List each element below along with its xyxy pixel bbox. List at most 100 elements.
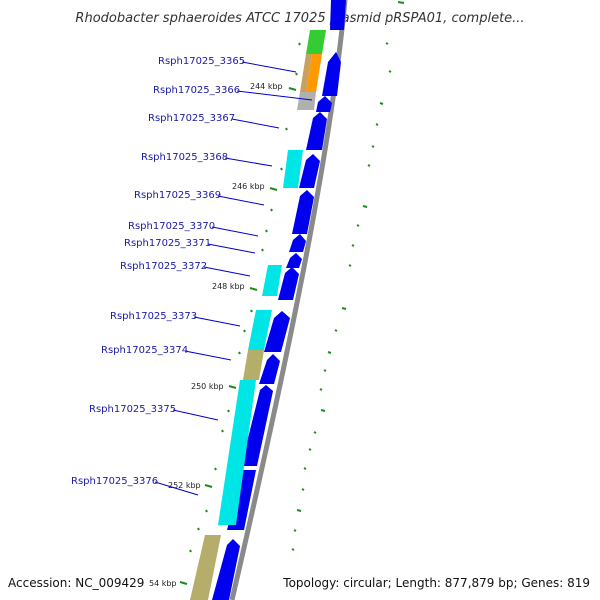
cds-arrow[interactable] (299, 154, 320, 188)
skew-dash (334, 329, 338, 332)
gene-leader-line (172, 409, 219, 421)
gene-label[interactable]: Rsph17025_3367 (148, 113, 235, 124)
inner-dash (227, 409, 230, 413)
inner-dash (270, 208, 273, 212)
skew-dash (356, 224, 360, 227)
skew-dash (308, 448, 312, 451)
gene-label[interactable]: Rsph17025_3369 (134, 190, 221, 201)
gene-leader-line (184, 350, 232, 361)
feature-block-cyan[interactable] (218, 380, 256, 525)
genome-summary-text: Topology: circular; Length: 877,879 bp; … (282, 576, 590, 590)
cds-arrow[interactable] (289, 234, 306, 252)
cds-arrow[interactable] (316, 96, 332, 112)
map-title: Rhodobacter sphaeroides ATCC 17025 plasm… (75, 11, 524, 26)
gene-label[interactable]: Rsph17025_3374 (101, 345, 188, 356)
feature-block-tan[interactable] (300, 54, 312, 92)
skew-dash (327, 351, 332, 354)
inner-dash (285, 127, 288, 131)
inner-dash (295, 72, 298, 76)
gene-leader-line (231, 118, 280, 129)
gene-label[interactable]: Rsph17025_3373 (110, 311, 197, 322)
feature-block-khaki[interactable] (190, 535, 221, 600)
inner-dash (238, 351, 241, 355)
kbp-tick (204, 484, 213, 488)
gene-label[interactable]: Rsph17025_3375 (89, 404, 176, 415)
inner-tick-track (189, 42, 301, 553)
gene-leader-line (154, 481, 199, 496)
cds-arrow[interactable] (264, 311, 290, 352)
gene-leader-line (203, 266, 251, 277)
cds-arrow[interactable] (330, 0, 346, 30)
cds-arrow[interactable] (292, 190, 314, 234)
inner-dash (265, 229, 268, 233)
skew-dash (293, 529, 297, 532)
gene-leader-line (217, 195, 265, 206)
feature-block-cyan[interactable] (262, 265, 282, 296)
forward-cds-track (212, 0, 346, 600)
skew-dash (341, 307, 347, 310)
kbp-scale: 244 kbp 246 kbp 248 kbp 250 kbp 252 kbp … (149, 82, 297, 588)
gene-leader-line (211, 226, 259, 237)
skew-dash (323, 369, 327, 372)
kbp-label: 248 kbp (212, 282, 245, 291)
kbp-tick (228, 385, 237, 389)
feature-block-grey[interactable] (297, 92, 316, 110)
gene-label[interactable]: Rsph17025_3366 (153, 85, 240, 96)
feature-block-khaki[interactable] (243, 350, 264, 380)
skew-dash (320, 409, 326, 412)
skew-dash (296, 509, 302, 512)
skew-dash (375, 123, 379, 126)
skew-dash (313, 431, 317, 434)
skew-dash (351, 244, 355, 247)
kbp-tick (288, 87, 297, 91)
skew-dash (388, 70, 392, 73)
skew-dash (348, 264, 352, 267)
gene-label[interactable]: Rsph17025_3368 (141, 152, 228, 163)
skew-dash (379, 102, 384, 105)
cds-arrow[interactable] (241, 385, 273, 466)
inner-dash (197, 527, 200, 531)
cds-arrow[interactable] (278, 267, 299, 300)
kbp-label: 244 kbp (250, 82, 283, 91)
cds-arrow[interactable] (306, 112, 327, 150)
kbp-label: 250 kbp (191, 382, 224, 391)
skew-dash (303, 467, 307, 470)
accession-text: Accession: NC_009429 (8, 576, 144, 590)
skew-dash (367, 164, 371, 167)
inner-dash (243, 329, 246, 333)
gene-leader-line (236, 90, 313, 101)
skew-dash (397, 1, 405, 4)
kbp-tick (269, 187, 278, 191)
gene-label[interactable]: Rsph17025_3376 (71, 476, 158, 487)
inner-dash (189, 549, 192, 553)
skew-dash (301, 488, 305, 491)
feature-block-orange[interactable] (306, 54, 322, 92)
kbp-label: 246 kbp (232, 182, 265, 191)
inner-dash (221, 429, 224, 433)
feature-block-cyan[interactable] (283, 150, 303, 188)
gene-label[interactable]: Rsph17025_3372 (120, 261, 207, 272)
gene-label[interactable]: Rsph17025_3365 (158, 56, 245, 67)
gene-label[interactable]: Rsph17025_3370 (128, 221, 215, 232)
kbp-tick (249, 287, 258, 291)
gene-leader-line (241, 61, 297, 73)
skew-dash (291, 548, 295, 551)
cds-arrow[interactable] (259, 354, 280, 384)
inner-dash (214, 467, 217, 471)
cds-arrow[interactable] (322, 52, 341, 96)
gene-leader-line (224, 157, 273, 167)
feature-track (190, 30, 326, 600)
inner-dash (280, 167, 283, 171)
feature-block-cyan[interactable] (248, 310, 272, 350)
inner-dash (205, 509, 208, 513)
feature-block-green[interactable] (306, 30, 326, 54)
skew-dash (362, 205, 368, 208)
kbp-tick (179, 581, 188, 585)
skew-dash (385, 42, 389, 45)
skew-dash (371, 145, 375, 148)
cds-arrow[interactable] (286, 253, 302, 268)
gene-leader-line (207, 243, 256, 254)
cds-arrow[interactable] (212, 539, 240, 600)
gene-label[interactable]: Rsph17025_3371 (124, 238, 211, 249)
